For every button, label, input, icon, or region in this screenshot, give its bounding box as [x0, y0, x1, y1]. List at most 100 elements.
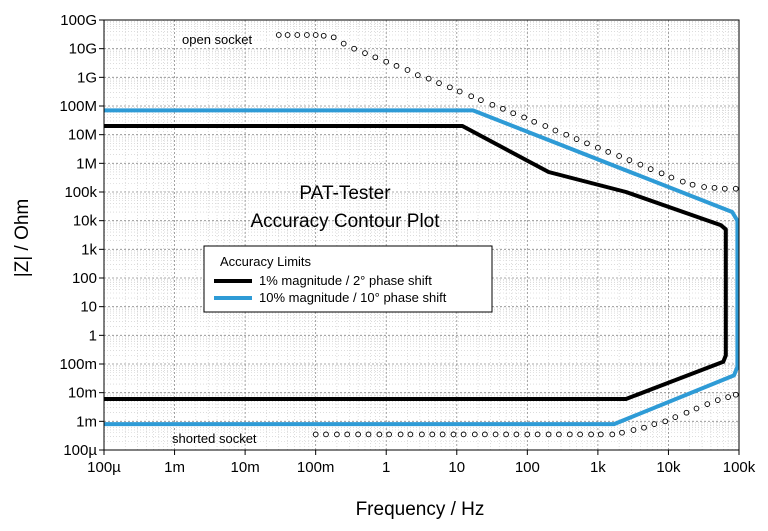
data-point — [482, 431, 488, 438]
plot-frame — [103, 19, 740, 451]
data-point — [429, 431, 436, 438]
data-point — [460, 431, 467, 438]
x-tick-label: 1k — [590, 459, 606, 476]
data-point — [545, 431, 552, 438]
data-point — [732, 185, 739, 192]
y-tick-label: 100k — [64, 184, 97, 201]
data-point — [294, 32, 301, 38]
y-tick-label: 1m — [76, 413, 97, 430]
data-point — [563, 131, 570, 138]
y-tick-label: 1M — [76, 155, 97, 172]
data-point — [683, 409, 690, 416]
x-tick-label: 1m — [164, 459, 185, 476]
y-tick-label: 100µ — [63, 442, 97, 459]
data-point — [552, 127, 559, 134]
data-point — [542, 123, 549, 129]
data-point — [513, 431, 520, 438]
data-point — [693, 405, 700, 412]
x-tick-label: 100m — [297, 459, 335, 476]
data-point — [510, 110, 517, 117]
data-point — [439, 431, 446, 438]
tick-labels: 100µ 1m 10m 100m 1 10 100 1k 10k 100k 100µ 1m 10m 100… — [59, 12, 755, 476]
y-tick-label: 10G — [69, 41, 97, 58]
data-point — [334, 431, 340, 438]
data-point — [521, 114, 527, 121]
data-point — [658, 170, 665, 177]
data-point — [275, 32, 282, 38]
data-point — [637, 161, 644, 168]
data-point — [605, 149, 612, 155]
data-point — [721, 185, 728, 192]
data-point — [577, 431, 583, 438]
x-tick-label: 100k — [723, 459, 756, 476]
data-point — [323, 431, 329, 438]
y-tick-label: 1 — [89, 327, 97, 344]
data-point — [595, 144, 601, 151]
data-point — [573, 136, 580, 142]
data-point — [330, 34, 337, 41]
data-point — [386, 431, 392, 438]
y-tick-label: 10M — [68, 127, 97, 144]
data-point — [704, 401, 711, 407]
data-point — [492, 431, 499, 438]
data-point — [436, 80, 442, 86]
chart-title-line1: PAT-Tester — [299, 183, 391, 204]
legend-label-series-1: 1% magnitude / 2° phase shift — [259, 273, 432, 288]
data-point — [284, 32, 291, 38]
series-group — [104, 32, 740, 438]
y-tick-label: 10 — [80, 299, 97, 316]
data-point — [503, 431, 509, 438]
data-point — [450, 431, 457, 438]
data-point — [714, 397, 721, 403]
data-point — [344, 431, 351, 438]
x-tick-label: 10k — [656, 459, 681, 476]
data-point — [556, 431, 562, 438]
data-point — [597, 431, 604, 438]
data-point — [647, 166, 654, 172]
data-point — [679, 178, 686, 185]
data-point — [312, 431, 319, 438]
data-point — [419, 431, 425, 438]
data-point — [641, 424, 647, 431]
data-point — [588, 431, 594, 438]
data-point — [651, 421, 658, 427]
data-point — [626, 157, 633, 163]
data-point — [616, 153, 622, 159]
data-point — [372, 54, 379, 61]
series-3-points — [275, 32, 739, 192]
open-socket-label: open socket — [182, 32, 252, 47]
y-tick-label: 100G — [60, 12, 97, 29]
legend: Accuracy Limits 1% magnitude / 2° phase … — [203, 245, 493, 313]
data-point — [732, 391, 739, 398]
data-point — [524, 431, 531, 438]
data-point — [468, 93, 475, 100]
data-point — [531, 118, 538, 125]
x-axis-title: Frequency / Hz — [356, 499, 485, 520]
series-1-line — [104, 124, 728, 401]
data-point — [478, 97, 484, 103]
data-point — [609, 431, 616, 438]
data-point — [489, 101, 496, 108]
series-2-line — [104, 108, 740, 427]
data-point — [471, 431, 478, 438]
chart-title-line2: Accuracy Contour Plot — [250, 211, 440, 232]
data-point — [340, 40, 347, 47]
data-point — [393, 63, 400, 69]
data-point — [414, 72, 421, 78]
y-tick-label: 100m — [59, 356, 97, 373]
grid — [103, 19, 740, 451]
data-point — [689, 181, 696, 188]
data-point — [320, 32, 327, 39]
data-point — [500, 105, 506, 112]
data-point — [701, 184, 707, 190]
y-tick-label: 10k — [73, 213, 98, 230]
y-tick-label: 100 — [72, 270, 97, 287]
data-point — [662, 418, 669, 425]
data-point — [425, 75, 432, 82]
data-point — [711, 184, 718, 191]
data-point — [304, 32, 310, 38]
y-tick-label: 1G — [77, 69, 97, 86]
data-point — [672, 414, 679, 420]
data-point — [355, 431, 361, 438]
